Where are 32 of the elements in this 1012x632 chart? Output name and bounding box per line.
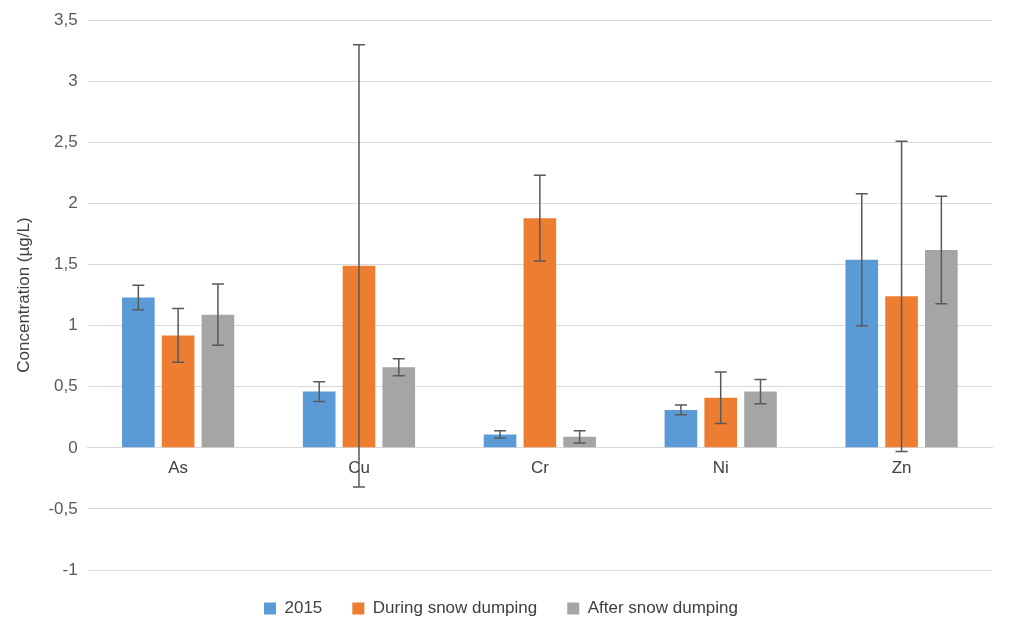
y-tick-label: -1 xyxy=(62,559,78,579)
bar xyxy=(523,218,557,448)
x-tick-label: Cr xyxy=(530,457,550,477)
bar xyxy=(382,367,416,448)
bar xyxy=(302,391,336,448)
bar xyxy=(342,265,376,448)
bar xyxy=(845,259,879,448)
y-tick-label: 1 xyxy=(68,315,78,335)
y-tick-label: 1,5 xyxy=(54,254,78,274)
y-axis-title: Concentration (µg/L) xyxy=(13,217,33,373)
bar xyxy=(201,314,235,448)
x-tick-label: Ni xyxy=(712,457,729,477)
y-tick-label: -0,5 xyxy=(48,498,78,518)
bar xyxy=(483,434,517,448)
y-tick-label: 0,5 xyxy=(54,376,78,396)
bar xyxy=(885,296,918,448)
bar xyxy=(161,335,195,448)
y-tick-label: 0 xyxy=(68,437,78,457)
bar xyxy=(664,409,698,448)
legend-label: During snow dumping xyxy=(372,598,538,618)
bar xyxy=(925,249,958,448)
bar xyxy=(704,397,738,448)
legend-label: 2015 xyxy=(284,598,323,618)
legend-label: After snow dumping xyxy=(587,598,738,618)
bar xyxy=(744,391,777,448)
bar xyxy=(122,297,155,448)
x-tick-label: Zn xyxy=(891,457,912,477)
y-tick-label: 3 xyxy=(68,70,78,90)
y-tick-label: 2 xyxy=(68,193,78,213)
y-tick-label: 2,5 xyxy=(54,132,78,152)
x-tick-label: As xyxy=(168,457,189,477)
y-tick-label: 3,5 xyxy=(54,9,78,29)
